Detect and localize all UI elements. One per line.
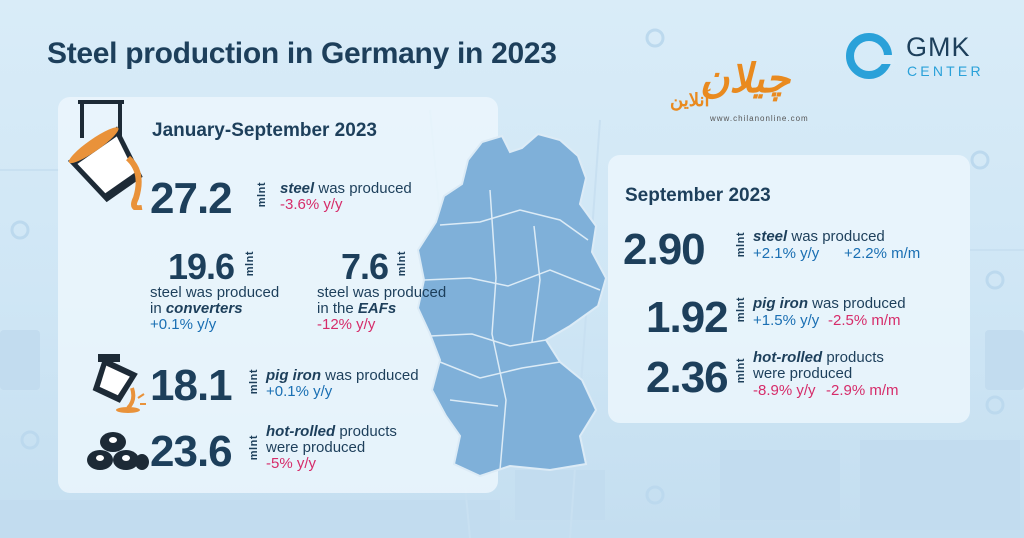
- gmk-center-logo: GMK CENTER: [846, 32, 996, 80]
- label-rest: was produced: [787, 228, 885, 245]
- ytd-converters-value: 19.6: [168, 246, 235, 287]
- label-rest: was produced: [314, 180, 412, 197]
- ytd-eaf-change: -12% y/y: [317, 316, 376, 333]
- month-steel-value: 2.90: [623, 225, 706, 274]
- ytd-hot-rolled-value: 23.6: [150, 427, 233, 476]
- line2-pre: in: [150, 300, 166, 317]
- ytd-eaf-line1: steel was produced: [317, 284, 447, 301]
- ytd-pig-iron-value: 18.1: [150, 361, 233, 410]
- watermark-brand: چیلان: [700, 57, 791, 101]
- label-em: pig iron: [753, 295, 808, 312]
- label-rest: was produced: [321, 367, 419, 384]
- ytd-converters-unit: mlnt: [244, 251, 256, 277]
- ytd-heading: January-September 2023: [152, 120, 377, 141]
- month-hot-rolled-line2: were produced: [753, 365, 853, 382]
- month-hot-rolled-label: hot-rolled products: [753, 350, 884, 366]
- ytd-hot-rolled-label: hot-rolled products: [266, 424, 397, 440]
- label-em: hot-rolled: [266, 423, 336, 440]
- ytd-converters-line2: in converters: [150, 301, 243, 317]
- page-title: Steel production in Germany in 2023: [47, 37, 557, 70]
- month-pig-iron-unit: mlnt: [735, 297, 747, 323]
- month-pig-iron-value: 1.92: [646, 293, 729, 342]
- label-rest: was produced: [808, 295, 906, 312]
- month-pig-iron-yy: +1.5% y/y: [753, 312, 820, 329]
- label-em: steel: [280, 180, 315, 197]
- month-steel-mm: +2.2% m/m: [844, 245, 921, 262]
- watermark-url: www.chilanonline.com: [710, 114, 809, 123]
- month-hot-rolled-mm: -2.9% m/m: [826, 382, 899, 399]
- logo-name: GMK: [906, 32, 971, 62]
- label-rest: products: [822, 349, 884, 366]
- ytd-pig-iron-change: +0.1% y/y: [266, 383, 333, 400]
- pig-iron-ladle-icon: [92, 354, 146, 413]
- gmk-ring-icon: [846, 33, 894, 79]
- month-steel-unit: mlnt: [735, 232, 747, 258]
- ytd-steel-value: 27.2: [150, 174, 233, 223]
- ytd-eaf-value: 7.6: [341, 246, 389, 287]
- month-steel-yy: +2.1% y/y: [753, 245, 820, 262]
- month-pig-iron-mm: -2.5% m/m: [828, 312, 901, 329]
- ytd-hot-rolled-line2: were produced: [266, 439, 366, 456]
- ytd-steel-unit: mlnt: [256, 182, 268, 208]
- label-em: pig iron: [266, 367, 321, 384]
- ytd-pig-iron-label: pig iron was produced: [266, 368, 419, 384]
- line2-em: EAFs: [357, 300, 397, 317]
- ytd-converters-change: +0.1% y/y: [150, 316, 217, 333]
- month-steel-label: steel was produced: [753, 229, 885, 245]
- germany-map-icon: [416, 132, 608, 478]
- logo-subtitle: CENTER: [907, 63, 984, 79]
- ytd-hot-rolled-change: -5% y/y: [266, 455, 317, 472]
- ytd-hot-rolled-unit: mlnt: [248, 435, 260, 461]
- ytd-eaf-line2: in the EAFs: [317, 301, 396, 317]
- ytd-steel-label: steel was produced: [280, 181, 412, 197]
- ytd-pig-iron-unit: mlnt: [248, 369, 260, 395]
- line2-em: converters: [165, 300, 243, 317]
- label-rest: products: [335, 423, 397, 440]
- month-hot-rolled-yy: -8.9% y/y: [753, 382, 816, 399]
- month-hot-rolled-value: 2.36: [646, 353, 729, 402]
- ytd-eaf-unit: mlnt: [396, 251, 408, 277]
- month-heading: September 2023: [625, 185, 771, 206]
- watermark-small: آنلاین: [670, 90, 710, 110]
- label-em: hot-rolled: [753, 349, 823, 366]
- ytd-converters-line1: steel was produced: [150, 284, 280, 301]
- month-panel: [608, 155, 970, 423]
- label-em: steel: [753, 228, 788, 245]
- steel-coils-icon: [87, 432, 149, 470]
- month-pig-iron-label: pig iron was produced: [753, 296, 906, 312]
- chilan-watermark: چیلان آنلاین www.chilanonline.com: [668, 56, 808, 126]
- ytd-steel-change: -3.6% y/y: [280, 196, 343, 213]
- month-hot-rolled-unit: mlnt: [735, 358, 747, 384]
- ladle-pour-icon: [67, 100, 143, 210]
- line2-pre: in the: [317, 300, 358, 317]
